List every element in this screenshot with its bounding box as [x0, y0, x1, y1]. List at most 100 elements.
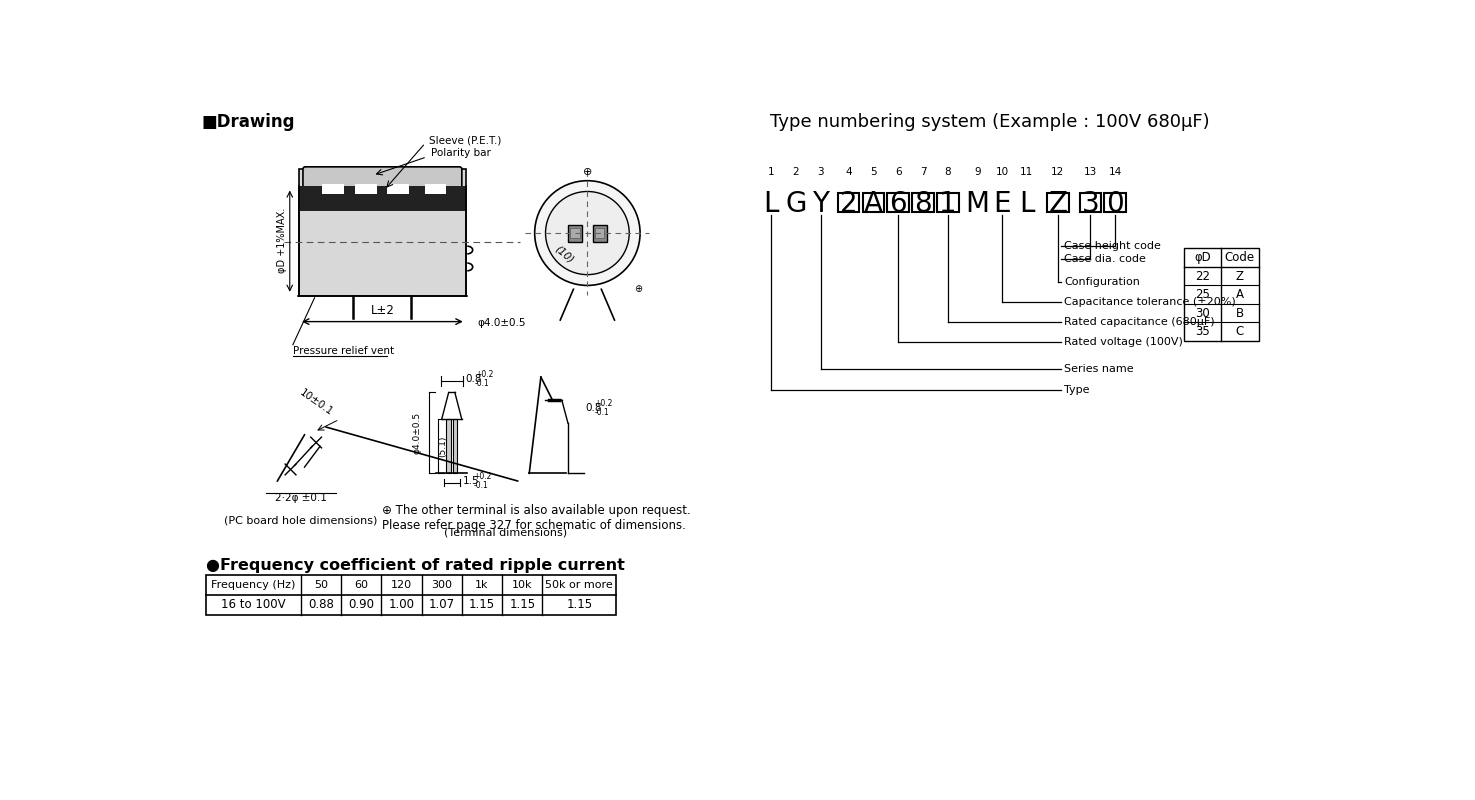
Text: 2·2φ ±0.1: 2·2φ ±0.1 [274, 493, 326, 502]
Text: 12: 12 [1052, 167, 1065, 177]
Text: 1k: 1k [475, 580, 488, 590]
Text: 1.5: 1.5 [463, 476, 479, 486]
Text: 60: 60 [354, 580, 369, 590]
Text: C: C [1236, 325, 1243, 338]
Text: 3: 3 [1081, 190, 1099, 218]
Text: Pressure relief vent: Pressure relief vent [294, 346, 394, 356]
Text: A: A [864, 190, 884, 218]
Text: A: A [1236, 288, 1243, 301]
Bar [594, 228, 605, 238]
Circle shape [546, 191, 630, 274]
Text: E: E [993, 190, 1010, 218]
Text: (5.1): (5.1) [438, 436, 447, 457]
Text: (10): (10) [553, 244, 575, 266]
Bar [299, 169, 466, 296]
Text: 0.88: 0.88 [308, 598, 333, 611]
Text: ⊕ The other terminal is also available upon request.: ⊕ The other terminal is also available u… [382, 504, 690, 517]
Text: Type: Type [1063, 385, 1090, 395]
Text: Case height code: Case height code [1063, 241, 1161, 251]
Text: (PC board hole dimensions): (PC board hole dimensions) [224, 516, 378, 526]
Bar [447, 419, 451, 474]
Text: ⊕: ⊕ [634, 284, 643, 294]
Text: 8: 8 [914, 190, 932, 218]
Text: 5: 5 [870, 167, 876, 177]
Text: 22: 22 [1195, 270, 1209, 282]
Text: 0.90: 0.90 [348, 598, 375, 611]
FancyBboxPatch shape [302, 167, 462, 188]
Text: Polarity bar: Polarity bar [431, 147, 491, 158]
Text: 13: 13 [1084, 167, 1097, 177]
Text: 1: 1 [768, 167, 774, 177]
Text: 11: 11 [1021, 167, 1034, 177]
Text: 35: 35 [1195, 325, 1209, 338]
Text: L: L [763, 190, 779, 218]
Text: 10: 10 [996, 167, 1009, 177]
Text: 9: 9 [974, 167, 981, 177]
Bar [838, 193, 860, 211]
Bar [1184, 249, 1258, 341]
Text: 10k: 10k [512, 580, 532, 590]
Text: Rated voltage (100V): Rated voltage (100V) [1063, 338, 1183, 347]
Text: Frequency (Hz): Frequency (Hz) [211, 580, 295, 590]
Text: ●Frequency coefficient of rated ripple current: ●Frequency coefficient of rated ripple c… [207, 558, 625, 573]
Text: -0.1: -0.1 [475, 379, 490, 389]
Text: Sleeve (P.E.T.): Sleeve (P.E.T.) [429, 135, 502, 146]
Bar [863, 193, 884, 211]
Bar [355, 184, 376, 194]
Text: 4: 4 [845, 167, 853, 177]
Bar [453, 419, 457, 474]
Bar [425, 184, 447, 194]
Text: B: B [1236, 306, 1243, 320]
Text: 3: 3 [817, 167, 825, 177]
Text: Y: Y [813, 190, 829, 218]
Text: 6: 6 [895, 167, 901, 177]
Text: ⊕: ⊕ [583, 167, 591, 177]
Text: M: M [965, 190, 990, 218]
Bar [323, 184, 344, 194]
Bar [912, 193, 934, 211]
Text: 0.8: 0.8 [586, 403, 602, 413]
Text: Code: Code [1224, 251, 1255, 264]
Text: 8: 8 [944, 167, 951, 177]
Text: 1: 1 [940, 190, 957, 218]
Text: Rated capacitance (680μF): Rated capacitance (680μF) [1063, 318, 1214, 327]
Text: 1.15: 1.15 [469, 598, 496, 611]
Bar [571, 228, 580, 238]
Text: 30: 30 [1195, 306, 1209, 320]
Text: 14: 14 [1109, 167, 1122, 177]
Text: 0: 0 [1106, 190, 1124, 218]
Text: φ4.0±0.5: φ4.0±0.5 [413, 412, 422, 454]
Text: φD +1%MAX.: φD +1%MAX. [277, 208, 288, 273]
Text: -0.1: -0.1 [594, 408, 609, 417]
Text: Series name: Series name [1063, 364, 1134, 374]
Bar [1105, 193, 1125, 211]
Text: Type numbering system (Example : 100V 680μF): Type numbering system (Example : 100V 68… [770, 113, 1210, 131]
Text: φD: φD [1195, 251, 1211, 264]
Bar [388, 184, 409, 194]
Bar [207, 575, 617, 615]
Text: ■Drawing: ■Drawing [202, 113, 295, 131]
Text: 25: 25 [1195, 288, 1209, 301]
Text: (Terminal dimensions): (Terminal dimensions) [444, 527, 568, 538]
Text: 7: 7 [919, 167, 926, 177]
Text: 1.15: 1.15 [509, 598, 535, 611]
Text: 50k or more: 50k or more [546, 580, 614, 590]
Bar [888, 193, 909, 211]
Bar [568, 225, 583, 242]
Text: 1.00: 1.00 [388, 598, 414, 611]
Text: Z: Z [1049, 190, 1068, 218]
Text: 120: 120 [391, 580, 412, 590]
Text: +0.2: +0.2 [594, 399, 612, 409]
Text: L±2: L±2 [370, 304, 394, 317]
Text: φ4.0±0.5: φ4.0±0.5 [478, 318, 525, 328]
Text: Please refer page 327 for schematic of dimensions.: Please refer page 327 for schematic of d… [382, 519, 686, 533]
Bar [937, 193, 959, 211]
Text: Configuration: Configuration [1063, 278, 1140, 287]
Bar [1047, 193, 1069, 211]
Text: 0.8: 0.8 [466, 374, 482, 384]
Text: 1.07: 1.07 [429, 598, 454, 611]
Text: 50: 50 [314, 580, 327, 590]
Bar [1080, 193, 1102, 211]
Text: -0.1: -0.1 [473, 481, 488, 490]
Text: G: G [785, 190, 807, 218]
